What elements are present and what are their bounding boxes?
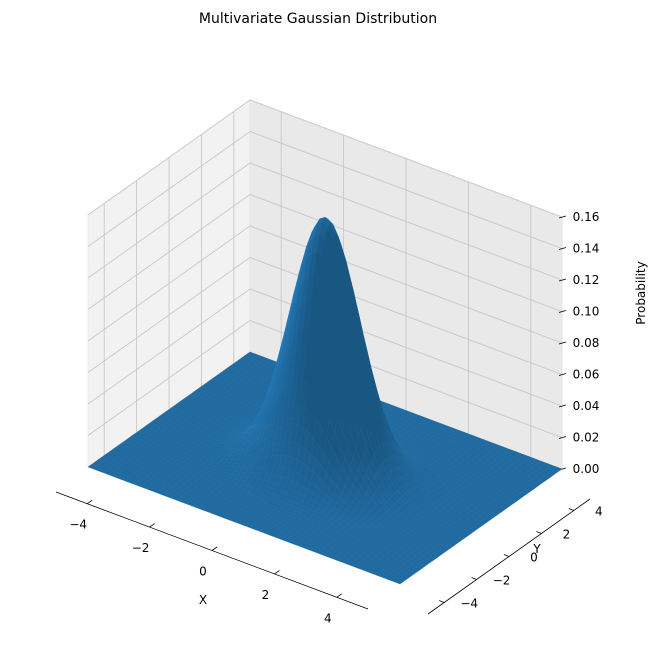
z-tick-mark bbox=[558, 341, 567, 345]
z-tick-mark bbox=[558, 373, 567, 376]
z-gridline bbox=[87, 130, 563, 249]
z-tick-label: 0.06 bbox=[573, 368, 600, 382]
z-tick-label: 0.10 bbox=[573, 305, 600, 319]
z-tick-label: 0.04 bbox=[573, 399, 600, 413]
x-tick-label: 2 bbox=[262, 588, 270, 602]
x-tick-mark bbox=[336, 593, 343, 598]
x-tick-label: 4 bbox=[324, 611, 332, 625]
x-tick-mark bbox=[274, 570, 280, 575]
surface-patch bbox=[394, 579, 404, 585]
z-tick-label: 0.08 bbox=[573, 336, 600, 350]
y-tick-label: −2 bbox=[493, 574, 511, 588]
z-axis-label: Probability bbox=[634, 261, 648, 324]
x-axis-label: X bbox=[199, 593, 207, 607]
z-tick-label: 0.14 bbox=[573, 242, 600, 256]
z-tick-mark bbox=[558, 247, 567, 250]
y-axis: −4 −2 0 2 4 bbox=[427, 498, 603, 615]
z-tick-label: 0.00 bbox=[573, 462, 600, 476]
x-tick-label: −4 bbox=[69, 518, 87, 532]
z-tick-mark bbox=[558, 310, 567, 313]
y-tick-label: 4 bbox=[595, 505, 603, 519]
z-gridline bbox=[87, 225, 563, 344]
y-tick-label: −4 bbox=[460, 597, 478, 611]
x-tick-label: −2 bbox=[132, 541, 150, 555]
y-tick-mark bbox=[503, 554, 510, 557]
y-tick-mark bbox=[471, 577, 477, 580]
z-gridline bbox=[87, 256, 563, 375]
z-axis: 0.00 0.02 0.04 0.06 0.08 0.10 0.12 0.14 0.16 bbox=[558, 210, 600, 476]
z-tick-label: 0.16 bbox=[573, 210, 600, 224]
x-tick-label: 0 bbox=[199, 565, 207, 579]
x-axis: −4 −2 0 2 4 bbox=[55, 491, 369, 625]
z-tick-mark bbox=[558, 404, 567, 408]
x-tick-mark bbox=[211, 546, 218, 551]
z-gridline bbox=[87, 193, 563, 312]
z-gridline bbox=[87, 319, 563, 438]
z-tick-mark bbox=[558, 215, 567, 219]
x-tick-mark bbox=[149, 523, 155, 528]
chart-title: Multivariate Gaussian Distribution bbox=[199, 11, 437, 27]
z-gridline bbox=[87, 99, 563, 218]
z-tick-label: 0.12 bbox=[573, 273, 600, 287]
z-gridline bbox=[87, 162, 563, 281]
z-gridline bbox=[87, 288, 563, 407]
z-tick-mark bbox=[558, 436, 567, 439]
y-tick-label: 0 bbox=[530, 551, 538, 565]
y-tick-label: 2 bbox=[563, 528, 571, 542]
z-tick-mark bbox=[558, 278, 567, 282]
x-tick-mark bbox=[86, 499, 93, 505]
z-tick-label: 0.02 bbox=[573, 431, 600, 445]
y-tick-mark bbox=[536, 531, 542, 534]
y-axis-label: Y bbox=[532, 542, 541, 556]
y-tick-mark bbox=[568, 508, 574, 511]
gaussian-surface bbox=[87, 216, 563, 585]
y-tick-mark bbox=[439, 600, 445, 603]
